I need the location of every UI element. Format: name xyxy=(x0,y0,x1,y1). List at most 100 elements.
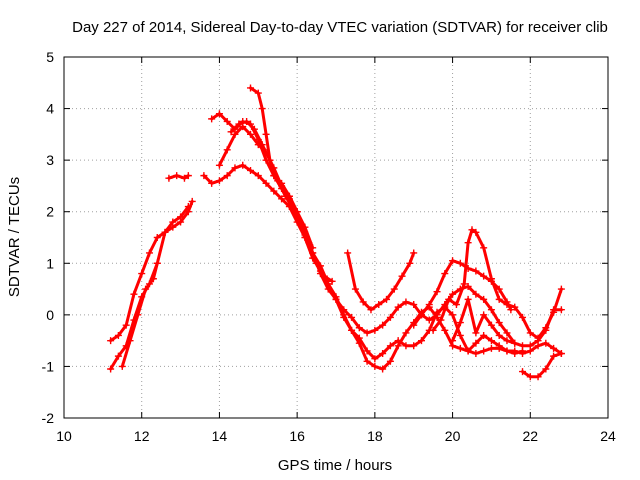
data-point xyxy=(402,342,410,350)
data-point xyxy=(250,125,258,133)
data-point xyxy=(410,321,418,329)
data-point xyxy=(180,174,188,182)
data-point xyxy=(161,228,169,236)
y-tick-label: -1 xyxy=(42,358,55,374)
data-point xyxy=(542,339,550,347)
series-arc-4 xyxy=(165,172,192,182)
data-point xyxy=(472,290,480,298)
series-arc-14 xyxy=(519,350,565,381)
data-point xyxy=(379,365,387,373)
data-point xyxy=(534,334,542,342)
data-point xyxy=(456,259,464,267)
data-point xyxy=(487,337,495,345)
data-point xyxy=(313,259,321,267)
series-arc-2 xyxy=(107,203,192,373)
data-point xyxy=(468,226,476,234)
data-point xyxy=(348,326,356,334)
data-point xyxy=(266,156,274,164)
data-point xyxy=(301,223,309,231)
data-point xyxy=(519,313,527,321)
data-point xyxy=(406,259,414,267)
data-point xyxy=(363,347,371,355)
data-point xyxy=(371,355,379,363)
data-point xyxy=(511,339,519,347)
y-tick-label: 5 xyxy=(46,49,54,65)
data-point xyxy=(464,239,472,247)
data-point xyxy=(487,344,495,352)
data-point xyxy=(130,290,138,298)
data-point xyxy=(480,311,488,319)
data-point xyxy=(495,342,503,350)
data-point xyxy=(495,331,503,339)
data-point xyxy=(441,326,449,334)
data-point xyxy=(223,117,231,125)
data-point xyxy=(480,272,488,280)
y-tick-label: 0 xyxy=(46,307,54,323)
data-point xyxy=(254,89,262,97)
data-point xyxy=(231,164,239,172)
data-point xyxy=(262,130,270,138)
series-line xyxy=(167,174,190,180)
data-point xyxy=(519,350,527,358)
data-point xyxy=(557,306,565,314)
data-point xyxy=(383,295,391,303)
data-point xyxy=(410,249,418,257)
data-point xyxy=(460,280,468,288)
series-line xyxy=(229,120,334,283)
series-line xyxy=(202,163,524,371)
data-point xyxy=(480,295,488,303)
series-line xyxy=(109,205,190,371)
data-point xyxy=(270,172,278,180)
data-point xyxy=(344,249,352,257)
x-tick-label: 12 xyxy=(134,428,150,444)
data-point xyxy=(480,347,488,355)
series-arc-13 xyxy=(449,295,519,347)
data-point xyxy=(526,329,534,337)
data-point xyxy=(215,161,223,169)
plot-series xyxy=(107,84,565,381)
data-point xyxy=(340,311,348,319)
data-point xyxy=(200,172,208,180)
series-line xyxy=(521,352,563,379)
data-point xyxy=(449,337,457,345)
x-tick-label: 10 xyxy=(56,428,72,444)
data-point xyxy=(145,249,153,257)
data-point xyxy=(487,275,495,283)
data-point xyxy=(433,308,441,316)
data-point xyxy=(472,228,480,236)
y-tick-label: -2 xyxy=(42,410,55,426)
x-tick-label: 14 xyxy=(212,428,228,444)
data-point xyxy=(542,324,550,332)
data-point xyxy=(402,329,410,337)
data-point xyxy=(429,326,437,334)
data-point xyxy=(449,290,457,298)
series-arc-1 xyxy=(107,197,196,345)
data-point xyxy=(208,115,216,123)
data-point xyxy=(410,342,418,350)
data-point xyxy=(503,347,511,355)
data-point xyxy=(480,244,488,252)
data-point xyxy=(149,275,157,283)
data-point xyxy=(153,259,161,267)
data-point xyxy=(503,301,511,309)
data-point xyxy=(375,301,383,309)
data-point xyxy=(114,331,122,339)
data-point xyxy=(437,316,445,324)
data-point xyxy=(247,166,255,174)
data-point xyxy=(410,301,418,309)
data-point xyxy=(270,187,278,195)
data-point xyxy=(142,285,150,293)
data-point xyxy=(278,195,286,203)
data-point xyxy=(456,319,464,327)
x-tick-label: 22 xyxy=(522,428,538,444)
x-tick-label: 16 xyxy=(289,428,305,444)
chart-title: Day 227 of 2014, Sidereal Day-to-day VTE… xyxy=(72,19,608,36)
y-tick-label: 1 xyxy=(46,255,54,271)
data-point xyxy=(107,365,115,373)
data-point xyxy=(511,347,519,355)
data-point xyxy=(107,337,115,345)
data-point xyxy=(495,319,503,327)
data-point xyxy=(503,337,511,345)
data-point xyxy=(394,337,402,345)
